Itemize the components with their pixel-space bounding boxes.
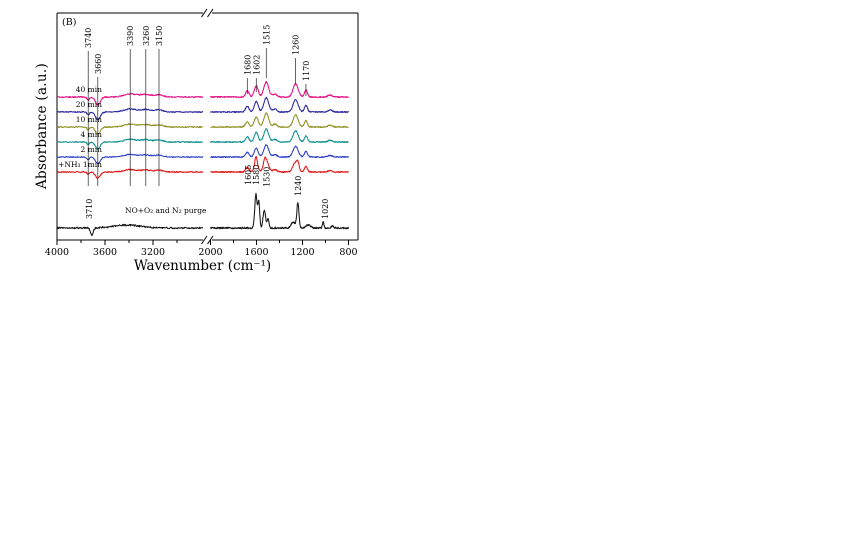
peak-label-1170: 1170 xyxy=(302,61,311,81)
peak-label-3660: 3660 xyxy=(94,54,103,74)
x-tick-label: 3200 xyxy=(141,247,165,258)
x-tick-label: 1600 xyxy=(244,247,268,258)
spectrum-curve-no-o-and-n-purge xyxy=(56,192,350,237)
peak-label-1580: 1580 xyxy=(252,165,261,185)
x-tick-label: 1200 xyxy=(290,247,314,258)
peak-label-1602: 1602 xyxy=(252,55,261,75)
peak-label-1020: 1020 xyxy=(321,199,330,219)
x-axis-label: Wavenumber (cm⁻¹) xyxy=(133,258,272,274)
series-label-20-min: 20 min xyxy=(76,100,102,109)
y-axis-label: Absorbance (a.u.) xyxy=(34,62,50,190)
series-label--nh-1min: +NH₃ 1min xyxy=(58,160,102,169)
axis-break-mark xyxy=(201,235,208,245)
x-tick-label: 2000 xyxy=(198,247,222,258)
peak-label-3710: 3710 xyxy=(85,199,94,219)
x-tick-label: 3600 xyxy=(93,247,117,258)
series-label-40-min: 40 min xyxy=(76,85,102,94)
x-tick-label: 800 xyxy=(339,247,357,258)
axis-break-mark xyxy=(201,8,208,18)
series-label-no-o-and-n-purge: NO+O₂ and N₂ purge xyxy=(125,206,207,215)
peak-label-1260: 1260 xyxy=(292,35,301,55)
peak-label-1515: 1515 xyxy=(262,25,271,45)
peak-label-1605: 1605 xyxy=(244,165,253,185)
series-label-10-min: 10 min xyxy=(76,115,102,124)
peak-label-3260: 3260 xyxy=(142,26,151,46)
panel-label: (B) xyxy=(62,17,77,28)
peak-label-1530: 1530 xyxy=(263,167,272,187)
peak-label-1680: 1680 xyxy=(243,55,252,75)
peak-label-1240: 1240 xyxy=(294,176,303,196)
peak-label-3740: 3740 xyxy=(84,28,93,48)
peak-label-3390: 3390 xyxy=(126,26,135,46)
peak-label-3150: 3150 xyxy=(155,26,164,46)
series-label-4-min: 4 min xyxy=(81,130,103,139)
ftir-figure-panel-b: 4000 3600 3200 2000 1600 1200 800 3740 3660 3390 3… xyxy=(34,6,380,298)
axis-break-mark xyxy=(207,8,214,18)
series-label-2-min: 2 min xyxy=(81,145,103,154)
x-tick-label: 4000 xyxy=(45,247,69,258)
